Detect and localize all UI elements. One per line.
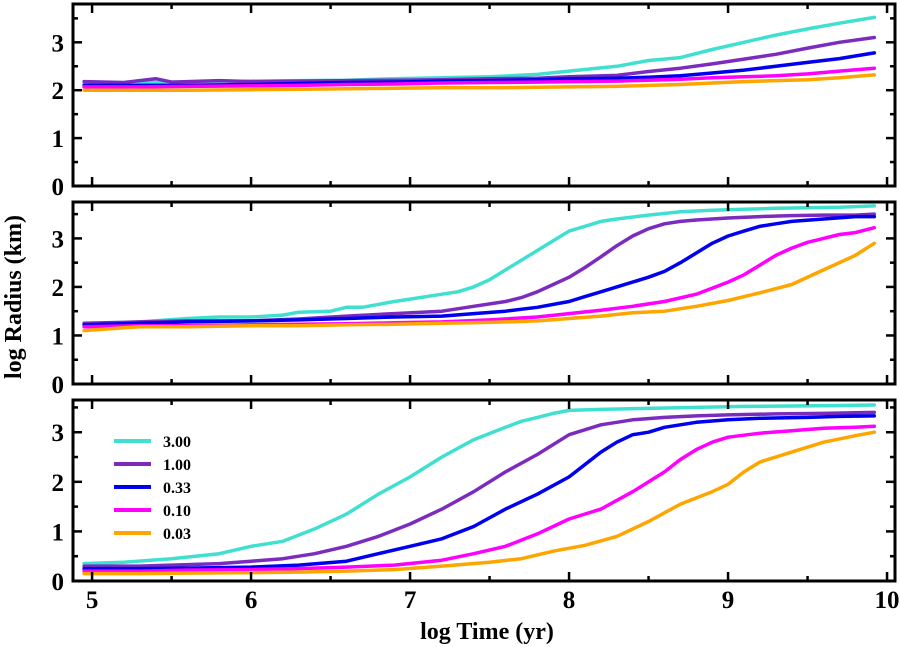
series-line-0.10 xyxy=(82,66,877,89)
panel-frame xyxy=(71,2,897,188)
x-tick-label: 9 xyxy=(722,587,735,614)
legend-item: 0.03 xyxy=(114,526,191,543)
panels: 0 1 2 3 0 1 2 3 0 1 2 3 5 6 7 8 9 10 xyxy=(52,2,900,614)
x-axis-title: log Time (yr) xyxy=(420,619,554,645)
x-tick-label: 7 xyxy=(404,587,417,614)
series-line-3.00 xyxy=(82,15,877,87)
series-line-0.33 xyxy=(82,414,877,571)
series-line-0.03 xyxy=(82,430,877,576)
y-tick-label: 3 xyxy=(52,30,65,57)
series-line-3.00 xyxy=(82,204,877,328)
y-tick-label: 2 xyxy=(52,470,65,497)
y-tick-label: 3 xyxy=(52,420,65,447)
legend-label: 0.10 xyxy=(163,503,191,520)
panel-frame xyxy=(71,200,897,386)
legend-label: 0.03 xyxy=(163,526,191,543)
legend-item: 1.00 xyxy=(114,457,191,474)
series-line-0.03 xyxy=(82,73,877,92)
panel-bottom: 0 1 2 3 xyxy=(52,398,897,596)
y-tick-label: 2 xyxy=(52,78,65,105)
x-tick-label: 5 xyxy=(86,587,99,614)
y-tick-label: 0 xyxy=(52,372,65,399)
panel-middle: 0 1 2 3 xyxy=(52,200,897,399)
x-tick-label: 6 xyxy=(245,587,258,614)
legend-item: 3.00 xyxy=(114,434,191,451)
panel-top: 0 1 2 3 xyxy=(52,2,897,201)
y-tick-label: 1 xyxy=(52,519,65,546)
y-tick-label: 0 xyxy=(52,174,65,201)
series-line-1.00 xyxy=(82,410,877,568)
legend-label: 1.00 xyxy=(163,457,191,474)
y-tick-label: 1 xyxy=(52,323,65,350)
y-axis-title: log Radius (km) xyxy=(1,215,27,379)
x-tick-label: 10 xyxy=(875,587,900,614)
legend-label: 0.33 xyxy=(163,480,191,497)
series-line-1.00 xyxy=(82,212,877,326)
legend-item: 0.33 xyxy=(114,480,191,497)
legend-item: 0.10 xyxy=(114,503,191,520)
legend-label: 3.00 xyxy=(163,434,191,451)
series-line-0.33 xyxy=(82,214,877,327)
series-line-0.10 xyxy=(82,424,877,573)
y-tick-label: 0 xyxy=(52,569,65,596)
series-line-3.00 xyxy=(82,403,877,566)
y-tick-label: 2 xyxy=(52,275,65,302)
legend: 3.00 1.00 0.33 0.10 0.03 xyxy=(114,434,191,543)
x-tick-label: 8 xyxy=(563,587,576,614)
panel-frame xyxy=(71,398,897,583)
series-line-0.03 xyxy=(82,241,877,333)
y-tick-label: 3 xyxy=(52,226,65,253)
y-tick-label: 1 xyxy=(52,126,65,153)
